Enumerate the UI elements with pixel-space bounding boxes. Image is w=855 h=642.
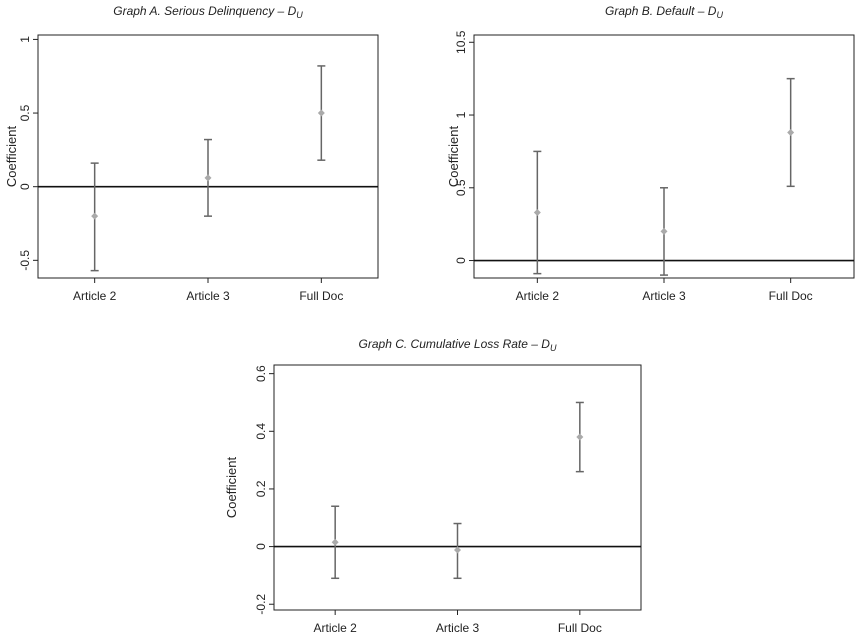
coefficient-point [204,174,212,182]
chart-title: Graph B. Default – DU [605,4,723,20]
x-tick-label: Full Doc [299,289,343,303]
y-tick-label: 0 [454,257,468,264]
x-tick-label: Full Doc [558,621,602,635]
coefficient-point [787,128,795,136]
coefficient-point [317,109,325,117]
y-tick-label: -0.2 [254,594,268,615]
x-tick-label: Full Doc [769,289,813,303]
x-tick-label: Article 2 [516,289,560,303]
y-tick-label: 0.5 [18,104,32,121]
coefficient-point [331,538,339,546]
y-tick-label: -0.5 [18,250,32,271]
panel-c: Graph C. Cumulative Loss Rate – DU -0.2 0 0… [224,337,642,635]
coefficient-point [660,227,668,235]
coefficient-point [533,209,541,217]
y-tick-label: 0.2 [254,480,268,497]
chart-title: Graph C. Cumulative Loss Rate – DU [359,337,557,353]
x-tick-label: Article 3 [436,621,480,635]
y-axis-label: Coefficient [224,457,239,519]
y-tick-label: 1 [454,111,468,118]
y-tick-label: 1 [18,36,32,43]
x-tick-label: Article 3 [642,289,686,303]
panel-a: Graph A. Serious Delinquency – DU -0.5 0 0.… [4,4,379,303]
x-tick-label: Article 3 [186,289,230,303]
y-tick-label: 0.6 [254,365,268,382]
y-tick-label: 0.4 [254,423,268,440]
chart-title: Graph A. Serious Delinquency – DU [113,4,303,20]
coefficient-point [576,433,584,441]
coefficient-point [454,546,461,554]
y-axis-label: Coefficient [446,126,461,188]
y-tick-label: 0 [254,543,268,550]
y-tick-label: 0 [18,183,32,190]
coefficient-point [91,212,99,220]
x-tick-label: Article 2 [313,621,357,635]
y-tick-label: 10.5 [454,30,468,54]
y-tick-label: 0.5 [454,179,468,196]
panel-b: Graph B. Default – DU 0 0.5 1 10.5 Coefficien… [446,4,855,303]
x-tick-label: Article 2 [73,289,117,303]
y-axis-label: Coefficient [4,126,19,188]
